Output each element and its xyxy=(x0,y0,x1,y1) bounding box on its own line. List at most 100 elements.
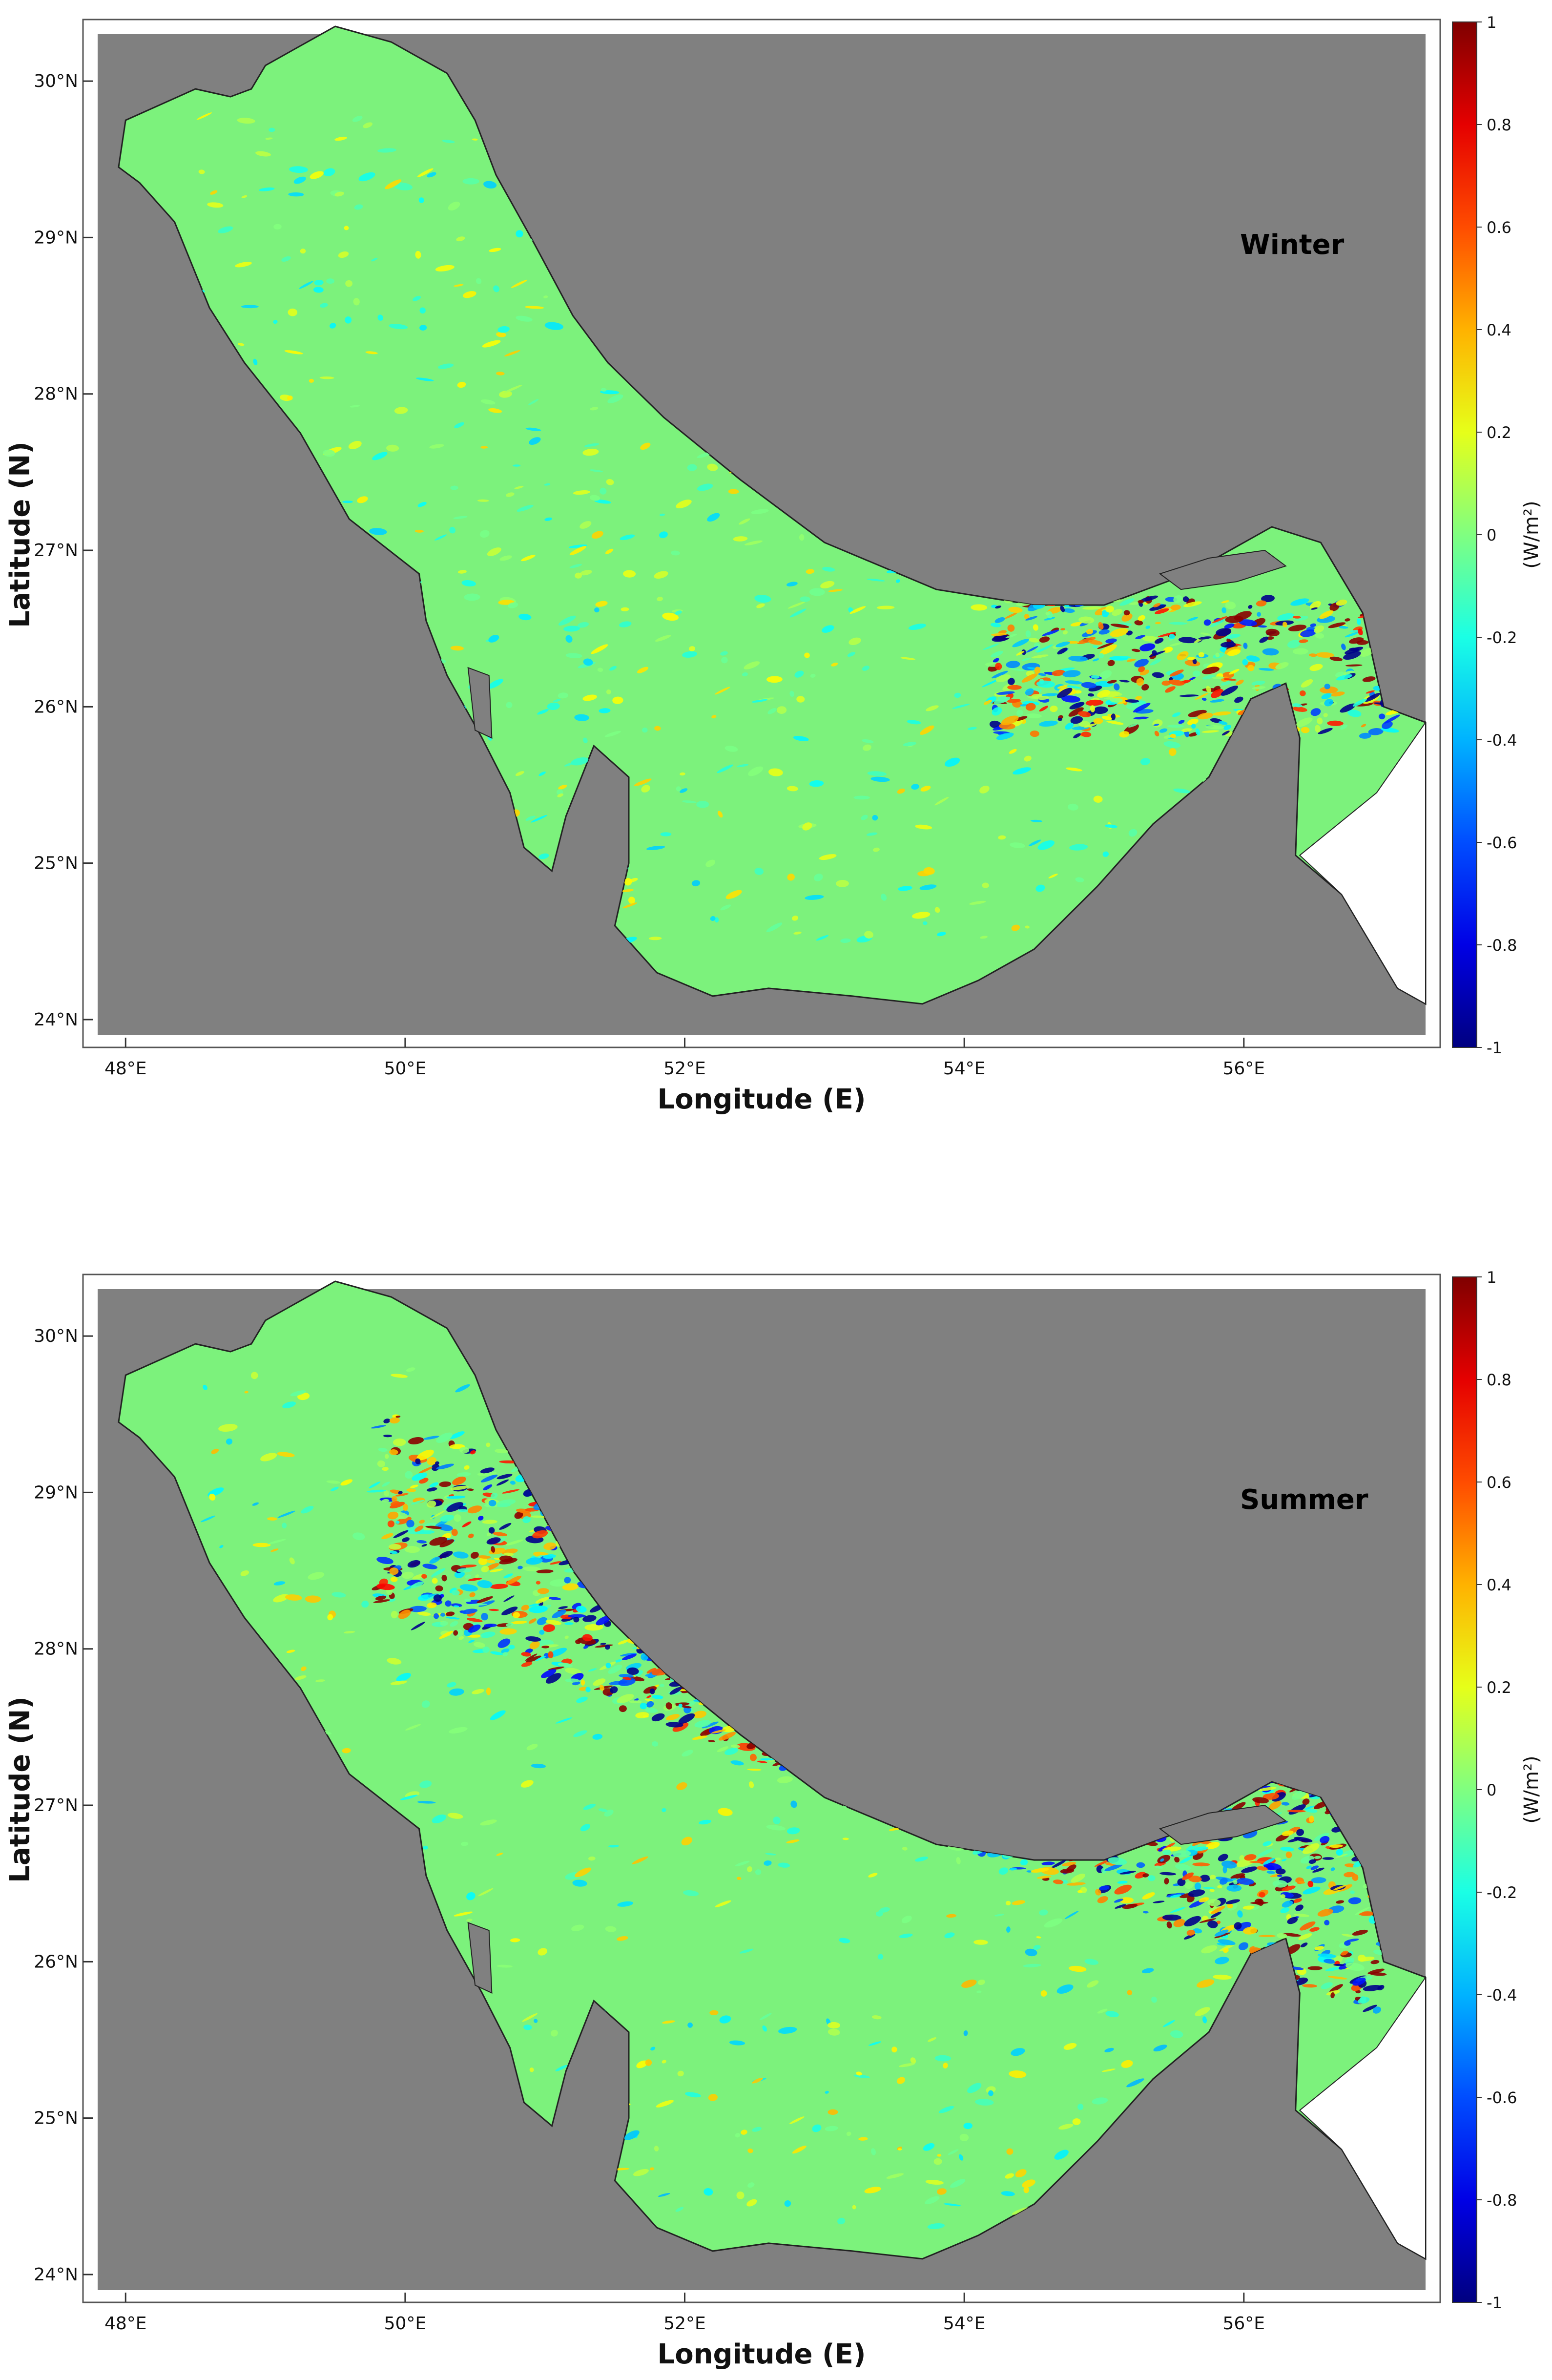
lat-tick-label: 28°N xyxy=(34,384,78,404)
flux-anomaly xyxy=(282,1401,296,1409)
flux-anomaly xyxy=(414,1525,424,1532)
flux-anomaly xyxy=(535,1656,546,1661)
flux-anomaly xyxy=(1341,1950,1348,1956)
flux-anomaly xyxy=(285,1594,302,1601)
flux-anomaly xyxy=(1242,1905,1255,1910)
flux-anomaly xyxy=(626,1667,639,1675)
flux-anomaly xyxy=(493,1532,507,1537)
flux-anomaly xyxy=(1174,1857,1180,1863)
flux-anomaly xyxy=(757,1760,767,1763)
flux-anomaly xyxy=(1192,670,1201,677)
flux-anomaly xyxy=(543,295,548,298)
flux-anomaly xyxy=(1163,735,1172,739)
lon-tick-label: 50°E xyxy=(384,2314,427,2334)
flux-anomaly xyxy=(481,1566,489,1572)
flux-anomaly xyxy=(1153,1900,1165,1903)
flux-anomaly xyxy=(814,874,823,881)
flux-anomaly xyxy=(1001,715,1019,725)
flux-anomaly xyxy=(1233,1880,1238,1885)
flux-anomaly xyxy=(1170,733,1176,738)
flux-anomaly xyxy=(1349,647,1360,651)
flux-anomaly xyxy=(458,1636,464,1640)
flux-anomaly xyxy=(1308,1859,1317,1864)
colorbar-tick-label: 0.4 xyxy=(1487,321,1511,339)
flux-anomaly xyxy=(675,2207,684,2212)
flux-anomaly xyxy=(577,622,589,628)
flux-anomaly xyxy=(439,1551,453,1559)
flux-anomaly xyxy=(754,868,764,875)
flux-anomaly xyxy=(386,444,399,452)
flux-anomaly xyxy=(1248,605,1253,609)
flux-anomaly xyxy=(934,907,940,913)
flux-anomaly xyxy=(828,589,843,592)
flux-anomaly xyxy=(1155,608,1169,614)
flux-anomaly xyxy=(436,1463,454,1470)
flux-anomaly xyxy=(896,579,900,583)
flux-anomaly xyxy=(1102,851,1109,857)
flux-anomaly xyxy=(495,1449,508,1454)
flux-anomaly xyxy=(736,1877,742,1880)
flux-anomaly xyxy=(310,171,324,179)
flux-anomaly xyxy=(1345,632,1359,638)
flux-anomaly xyxy=(1057,717,1062,721)
flux-anomaly xyxy=(464,593,480,601)
flux-anomaly xyxy=(382,1466,389,1471)
flux-anomaly xyxy=(451,1589,460,1596)
flux-anomaly xyxy=(1370,1960,1380,1964)
flux-anomaly xyxy=(1322,1857,1334,1860)
flux-anomaly xyxy=(1256,600,1267,606)
flux-anomaly xyxy=(424,1523,437,1526)
flux-anomaly xyxy=(1206,686,1211,693)
flux-anomaly xyxy=(544,322,563,330)
flux-anomaly xyxy=(1296,717,1313,727)
flux-anomaly xyxy=(525,427,541,431)
flux-anomaly xyxy=(413,296,421,301)
flux-anomaly xyxy=(1359,732,1371,739)
flux-anomaly xyxy=(544,483,551,486)
flux-anomaly xyxy=(522,2013,538,2022)
flux-anomaly xyxy=(549,1579,568,1587)
flux-anomaly xyxy=(1225,615,1243,623)
flux-anomaly xyxy=(606,479,614,485)
flux-anomaly xyxy=(920,786,931,792)
flux-anomaly xyxy=(649,937,662,940)
flux-anomaly xyxy=(1229,669,1240,675)
flux-anomaly xyxy=(617,1936,628,1941)
flux-anomaly xyxy=(644,1699,653,1701)
flux-anomaly xyxy=(1223,725,1231,730)
flux-anomaly xyxy=(926,705,939,711)
flux-anomaly xyxy=(573,1616,579,1623)
flux-anomaly xyxy=(252,1543,271,1547)
flux-anomaly xyxy=(584,1624,603,1631)
flux-anomaly xyxy=(470,1551,479,1559)
flux-anomaly xyxy=(1218,1854,1228,1861)
flux-anomaly xyxy=(1133,716,1149,720)
flux-anomaly xyxy=(680,772,685,776)
flux-anomaly xyxy=(530,1515,545,1518)
flux-anomaly xyxy=(605,548,614,554)
flux-anomaly xyxy=(1160,1858,1164,1862)
flux-anomaly xyxy=(1152,672,1164,678)
flux-anomaly xyxy=(1087,1980,1099,1988)
flux-anomaly xyxy=(1189,677,1196,681)
flux-anomaly xyxy=(493,285,499,292)
flux-anomaly xyxy=(1301,679,1313,688)
flux-anomaly xyxy=(525,815,536,821)
flux-anomaly xyxy=(1206,1841,1220,1849)
summer-panel: 24°N 25°N 26°N 27°N 28°N 29°N 30°N 48°E 50°E 52°E… xyxy=(0,1255,1552,2378)
flux-anomaly xyxy=(479,530,490,538)
flux-anomaly xyxy=(831,662,838,667)
flux-anomaly xyxy=(1029,638,1039,643)
flux-anomaly xyxy=(480,1467,495,1474)
flux-anomaly xyxy=(1299,639,1308,643)
flux-anomaly xyxy=(1207,1920,1218,1928)
flux-anomaly xyxy=(480,399,496,405)
flux-anomaly xyxy=(802,822,812,831)
flux-anomaly xyxy=(260,1453,277,1461)
flux-anomaly xyxy=(1066,1882,1086,1886)
flux-anomaly xyxy=(1068,707,1084,717)
flux-anomaly xyxy=(1195,2007,1210,2016)
flux-anomaly xyxy=(1025,925,1030,929)
flux-anomaly xyxy=(1036,644,1054,653)
flux-anomaly xyxy=(439,1481,452,1487)
